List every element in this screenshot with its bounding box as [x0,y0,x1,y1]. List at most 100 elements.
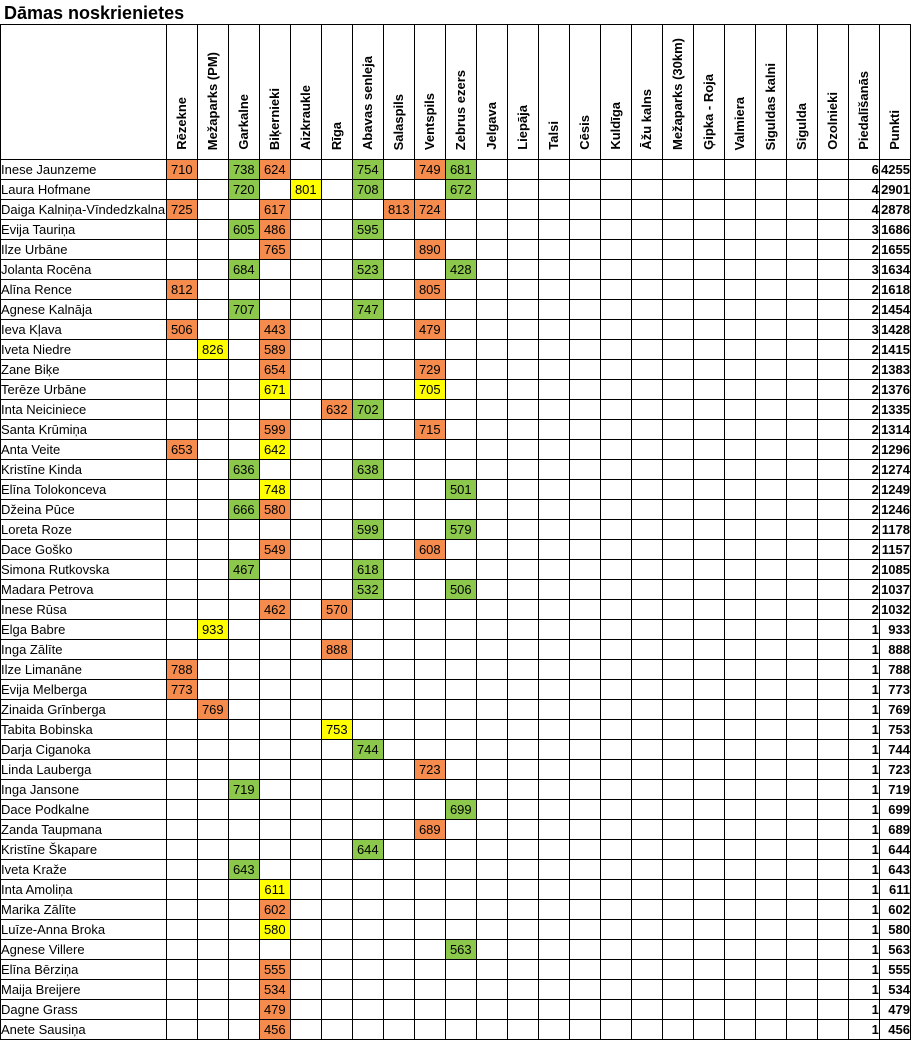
empty-cell [537,559,570,580]
empty-cell [661,719,694,740]
empty-cell [475,519,508,540]
empty-cell [382,879,415,900]
empty-cell [599,899,632,920]
empty-cell [351,979,384,1000]
empty-cell [444,779,477,800]
empty-cell [444,299,477,320]
empty-cell [382,899,415,920]
table-row: Evija Melberga 773 1 773 [0,679,911,700]
empty-cell [692,179,725,200]
empty-cell [568,439,601,460]
empty-cell [258,519,291,540]
empty-cell [816,219,849,240]
empty-cell [599,859,632,880]
empty-cell [692,819,725,840]
empty-cell [785,459,818,480]
participations-cell: 1 [847,719,880,740]
empty-cell [754,199,787,220]
empty-cell [568,679,601,700]
empty-cell [661,419,694,440]
empty-cell [258,699,291,720]
empty-cell [165,859,198,880]
points-cell: 1454 [878,299,911,320]
empty-cell [165,799,198,820]
empty-cell [320,239,353,260]
empty-cell [382,1019,415,1040]
empty-cell [413,639,446,660]
empty-cell [599,999,632,1020]
score-cell: 738 [227,159,260,180]
column-header: Mežaparks (PM) [196,24,229,160]
empty-cell [382,279,415,300]
score-cell: 580 [258,499,291,520]
empty-cell [599,459,632,480]
empty-cell [506,839,539,860]
empty-cell [351,619,384,640]
empty-cell [537,939,570,960]
empty-cell [351,419,384,440]
empty-cell [568,419,601,440]
empty-cell [630,339,663,360]
participations-cell: 3 [847,319,880,340]
column-header: Sigulda [785,24,818,160]
empty-cell [568,659,601,680]
empty-cell [351,759,384,780]
empty-cell [196,319,229,340]
empty-cell [785,939,818,960]
empty-cell [661,839,694,860]
column-header: Garkalne [227,24,260,160]
score-cell: 748 [258,479,291,500]
participations-cell: 2 [847,559,880,580]
empty-cell [196,579,229,600]
empty-cell [568,619,601,640]
score-cell: 723 [413,759,446,780]
empty-cell [382,379,415,400]
empty-cell [816,439,849,460]
empty-cell [785,499,818,520]
empty-cell [320,739,353,760]
score-cell: 636 [227,459,260,480]
empty-cell [661,399,694,420]
empty-cell [816,679,849,700]
empty-cell [475,719,508,740]
empty-cell [599,699,632,720]
table-row: Luīze-Anna Broka 580 1 580 [0,919,911,940]
empty-cell [165,179,198,200]
empty-cell [692,899,725,920]
participations-cell: 2 [847,359,880,380]
points-cell: 643 [878,859,911,880]
empty-cell [475,799,508,820]
empty-cell [444,279,477,300]
empty-cell [568,959,601,980]
table-row: Elīna Tolokonceva 748 501 2 1249 [0,479,911,500]
runner-name: Dace Podkalne [0,799,167,820]
empty-cell [506,959,539,980]
empty-cell [568,499,601,520]
table-row: Anete Sausiņa 456 1 456 [0,1019,911,1040]
empty-cell [382,839,415,860]
empty-cell [816,619,849,640]
empty-cell [413,959,446,980]
column-header-label: Siguldas kalni [762,62,778,150]
empty-cell [537,179,570,200]
empty-cell [630,279,663,300]
column-header-label: Mežaparks (30km) [669,38,685,150]
column-header: Ģipka - Roja [692,24,725,160]
score-cell: 826 [196,339,229,360]
points-cell: 2878 [878,199,911,220]
empty-cell [320,699,353,720]
runner-name: Marika Zālīte [0,899,167,920]
empty-cell [599,419,632,440]
empty-cell [537,499,570,520]
empty-cell [444,819,477,840]
empty-cell [692,499,725,520]
empty-cell [382,859,415,880]
empty-cell [506,639,539,660]
empty-cell [537,799,570,820]
empty-cell [351,639,384,660]
empty-cell [413,839,446,860]
empty-cell [723,399,756,420]
empty-cell [723,359,756,380]
empty-cell [785,299,818,320]
empty-cell [382,479,415,500]
